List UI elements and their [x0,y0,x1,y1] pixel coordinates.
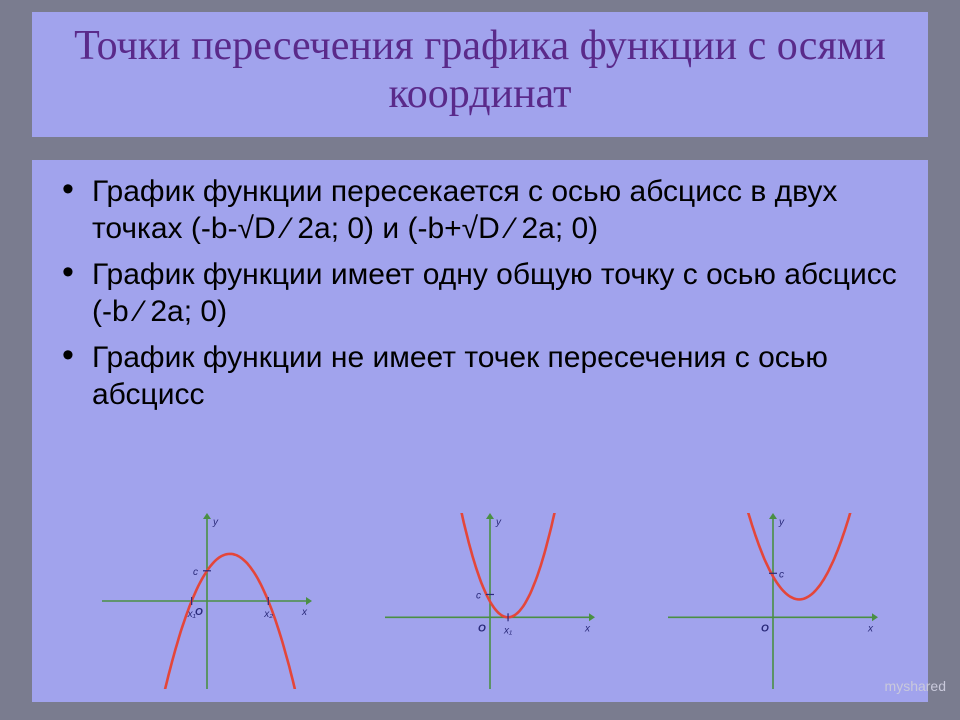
svg-text:y: y [495,517,502,528]
svg-text:x₁: x₁ [503,625,512,636]
bullet-item: График функции имеет одну общую точку с … [52,257,900,330]
svg-text:O: O [195,607,203,618]
svg-text:y: y [212,517,219,528]
parabola-no-roots-plot: y x Oc [668,513,878,689]
bullet-list: График функции пересекается с осью абсци… [52,174,900,414]
body-panel: График функции пересекается с осью абсци… [32,160,928,702]
parabola-two-roots-plot: y x Ox₁ x₂ c [102,513,312,689]
bullet-item: График функции пересекается с осью абсци… [52,174,900,247]
slide-title: Точки пересечения графика функции с осям… [62,22,898,119]
svg-text:x: x [867,623,874,634]
svg-text:O: O [478,623,486,634]
graph-one-root: y x Ox₁ c [375,512,605,690]
title-panel: Точки пересечения графика функции с осям… [32,12,928,137]
graph-no-roots: y x Oc [658,512,888,690]
graph-two-roots: y x Ox₁ x₂ c [92,512,322,690]
graphs-row: y x Ox₁ x₂ c y x Ox₁ c y x Oc [92,512,888,690]
svg-text:c: c [193,567,198,578]
svg-text:y: y [778,517,785,528]
svg-text:c: c [476,590,481,601]
bullet-item: График функции не имеет точек пересечени… [52,340,900,413]
slide-stage: Точки пересечения графика функции с осям… [0,0,960,720]
svg-text:x: x [584,623,591,634]
svg-text:x: x [301,607,308,618]
svg-text:x₂: x₂ [263,609,273,620]
svg-text:x₁: x₁ [187,609,196,620]
parabola-one-root-plot: y x Ox₁ c [385,513,595,689]
svg-text:c: c [779,569,784,580]
svg-text:O: O [761,623,769,634]
